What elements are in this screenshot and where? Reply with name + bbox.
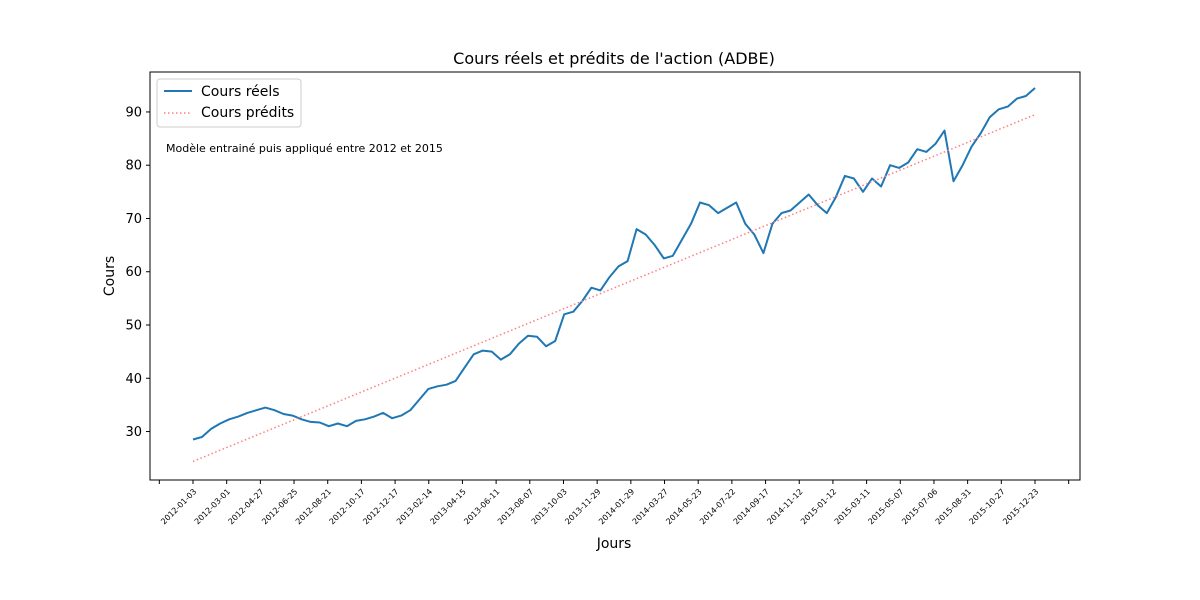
series-line-predicted bbox=[192, 113, 1036, 463]
y-tick-label: 90 bbox=[125, 105, 142, 120]
y-tick-label: 80 bbox=[125, 159, 142, 174]
y-tick-label: 50 bbox=[125, 319, 142, 334]
legend-label-actual: Cours réels bbox=[201, 84, 280, 100]
plot-area-frame bbox=[149, 71, 1081, 481]
legend-box bbox=[156, 78, 302, 128]
series-layer bbox=[192, 87, 1036, 463]
legend-label-predicted: Cours prédits bbox=[201, 105, 294, 121]
x-axis: 2012-01-032012-03-012012-04-272012-06-25… bbox=[158, 480, 1070, 526]
y-tick-label: 60 bbox=[125, 265, 142, 280]
x-tick-label: 2015-12-23 bbox=[1001, 487, 1040, 526]
y-axis-label: Cours bbox=[102, 256, 118, 296]
x-axis-label: Jours bbox=[596, 536, 632, 552]
series-line-actual bbox=[192, 87, 1036, 441]
y-axis: 30 40 50 60 70 80 90 bbox=[125, 105, 150, 440]
y-tick-label: 30 bbox=[125, 425, 142, 440]
y-tick-label: 70 bbox=[125, 212, 142, 227]
y-tick-label: 40 bbox=[125, 372, 142, 387]
chart-title: Cours réels et prédits de l'action (ADBE… bbox=[453, 49, 775, 68]
chart-annotation: Modèle entrainé puis appliqué entre 2012… bbox=[166, 142, 443, 155]
legend: Cours réels Cours prédits bbox=[156, 78, 302, 128]
